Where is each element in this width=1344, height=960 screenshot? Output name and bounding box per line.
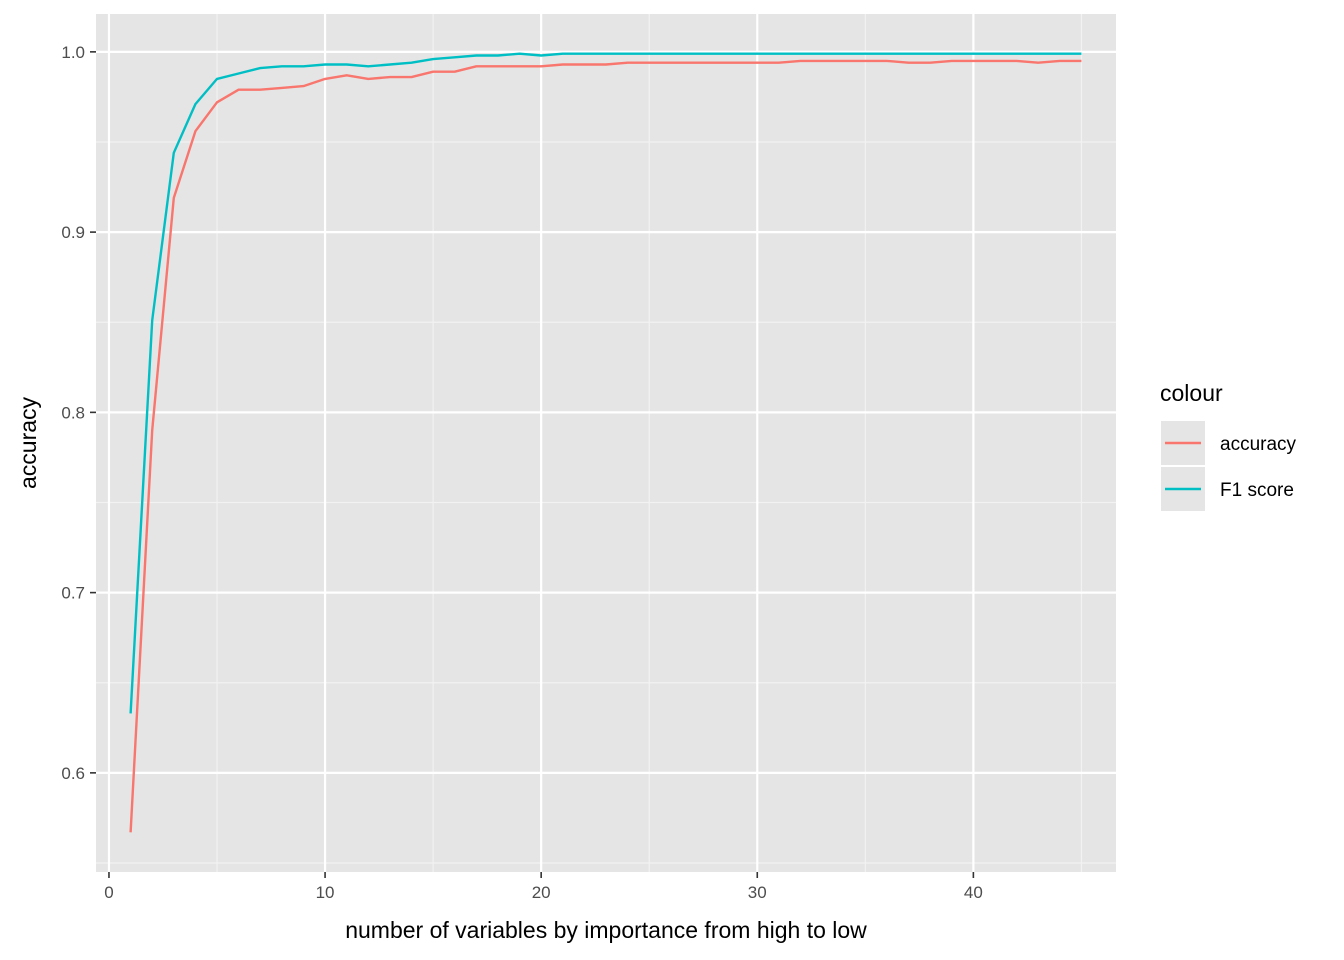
series-line-accuracy xyxy=(129,59,1082,833)
y-tick-label: 0.6 xyxy=(61,764,85,783)
x-tick-label: 20 xyxy=(532,883,551,902)
x-tick-label: 30 xyxy=(748,883,767,902)
plot-panel xyxy=(96,14,1116,872)
y-axis-title: accuracy xyxy=(15,396,41,489)
y-tick-label: 0.9 xyxy=(61,223,85,242)
series-line-f1-score xyxy=(129,52,1082,714)
grid-major xyxy=(96,14,1116,872)
y-tick-label: 1.0 xyxy=(61,43,85,62)
y-tick-label: 0.8 xyxy=(61,403,85,422)
legend-item-accuracy: accuracy xyxy=(1161,421,1297,465)
legend-label-accuracy: accuracy xyxy=(1220,434,1297,455)
legend-label-f1-score: F1 score xyxy=(1220,480,1294,501)
y-tick-label: 0.7 xyxy=(61,584,85,603)
series-layer xyxy=(129,52,1082,833)
x-axis-ticks: 0 10 20 30 40 xyxy=(104,872,983,902)
x-tick-label: 10 xyxy=(316,883,335,902)
y-axis-ticks: 0.6 0.7 0.8 0.9 1.0 xyxy=(61,43,96,783)
legend-item-f1-score: F1 score xyxy=(1161,467,1294,511)
x-tick-label: 40 xyxy=(964,883,983,902)
legend: colour accuracy F1 score xyxy=(1160,380,1297,511)
x-axis-title: number of variables by importance from h… xyxy=(345,917,867,943)
x-tick-label: 0 xyxy=(104,883,113,902)
grid-minor xyxy=(96,14,1116,872)
legend-title: colour xyxy=(1160,380,1223,406)
